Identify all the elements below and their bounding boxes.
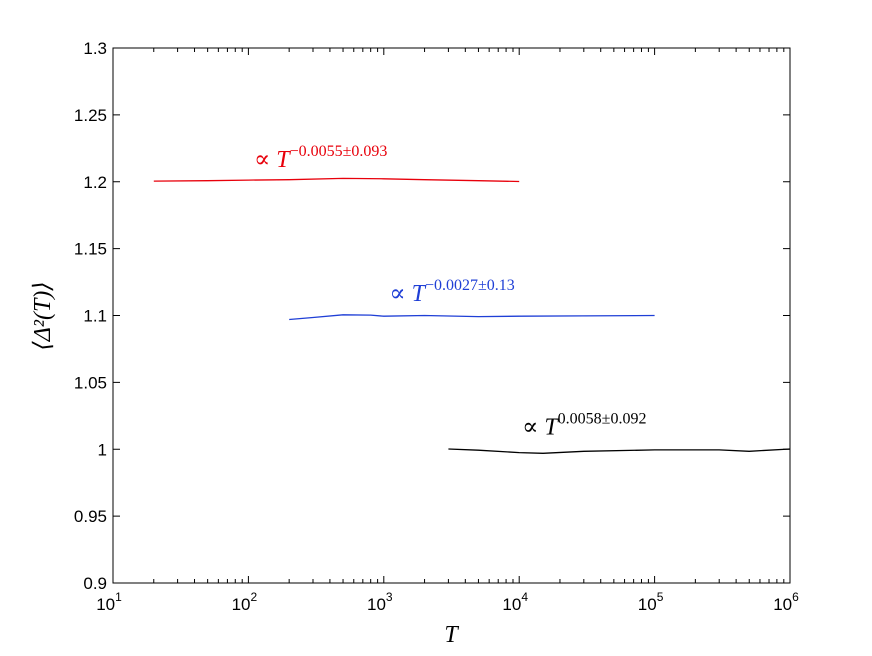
y-axis-label: ⟨Δ²(T)⟩ xyxy=(30,281,56,350)
x-tick-base: 10 xyxy=(638,595,657,614)
x-tick-exponent: 4 xyxy=(521,590,528,604)
x-tick-label: 103 xyxy=(367,590,393,614)
x-tick-label: 106 xyxy=(773,590,799,614)
annotation-exponent: 0.0058±0.092 xyxy=(558,411,647,428)
y-tick-label: 1.1 xyxy=(83,307,107,326)
annotation-base: T xyxy=(544,415,559,441)
power-law-annotation-2: ∝ T−0.0027±0.13 xyxy=(389,277,514,307)
annotation-exponent: −0.0027±0.13 xyxy=(425,277,515,294)
series-line-3 xyxy=(448,448,791,454)
power-law-annotation-3: ∝ T0.0058±0.092 xyxy=(522,411,646,441)
x-tick-exponent: 1 xyxy=(115,590,122,604)
y-tick-label: 1.25 xyxy=(74,106,107,125)
x-axis-label: T xyxy=(444,622,459,648)
x-tick-base: 10 xyxy=(232,595,251,614)
x-tick-base: 10 xyxy=(367,595,386,614)
series-line-1 xyxy=(153,177,520,183)
y-tick-label: 1.05 xyxy=(74,373,107,392)
x-tick-exponent: 3 xyxy=(386,590,393,604)
x-tick-label: 105 xyxy=(638,590,664,614)
x-tick-label: 101 xyxy=(96,590,122,614)
annotation-prefix: ∝ xyxy=(389,281,411,307)
x-tick-exponent: 5 xyxy=(657,590,664,604)
y-tick-label: 1.2 xyxy=(83,173,107,192)
x-tick-label: 104 xyxy=(502,590,528,614)
annotation-group: ∝ T−0.0055±0.093∝ T−0.0027±0.13∝ T0.0058… xyxy=(254,143,646,441)
power-law-annotation-1: ∝ T−0.0055±0.093 xyxy=(254,143,387,173)
annotation-base: T xyxy=(276,147,291,173)
y-tick-label: 0.95 xyxy=(74,507,107,526)
series-line-2 xyxy=(289,314,655,321)
annotation-base: T xyxy=(412,281,427,307)
series-group xyxy=(153,177,791,454)
x-tick-base: 10 xyxy=(502,595,521,614)
y-tick-label: 0.9 xyxy=(83,574,107,593)
annotation-prefix: ∝ xyxy=(254,147,276,173)
y-tick-label: 1.15 xyxy=(74,240,107,259)
x-tick-base: 10 xyxy=(773,595,792,614)
x-tick-base: 10 xyxy=(96,595,115,614)
annotation-exponent: −0.0055±0.093 xyxy=(290,143,388,160)
x-tick-exponent: 6 xyxy=(792,590,799,604)
y-tick-label: 1 xyxy=(98,440,107,459)
y-tick-label: 1.3 xyxy=(83,39,107,58)
annotation-prefix: ∝ xyxy=(522,415,544,441)
x-tick-label: 102 xyxy=(232,590,258,614)
x-tick-exponent: 2 xyxy=(251,590,258,604)
